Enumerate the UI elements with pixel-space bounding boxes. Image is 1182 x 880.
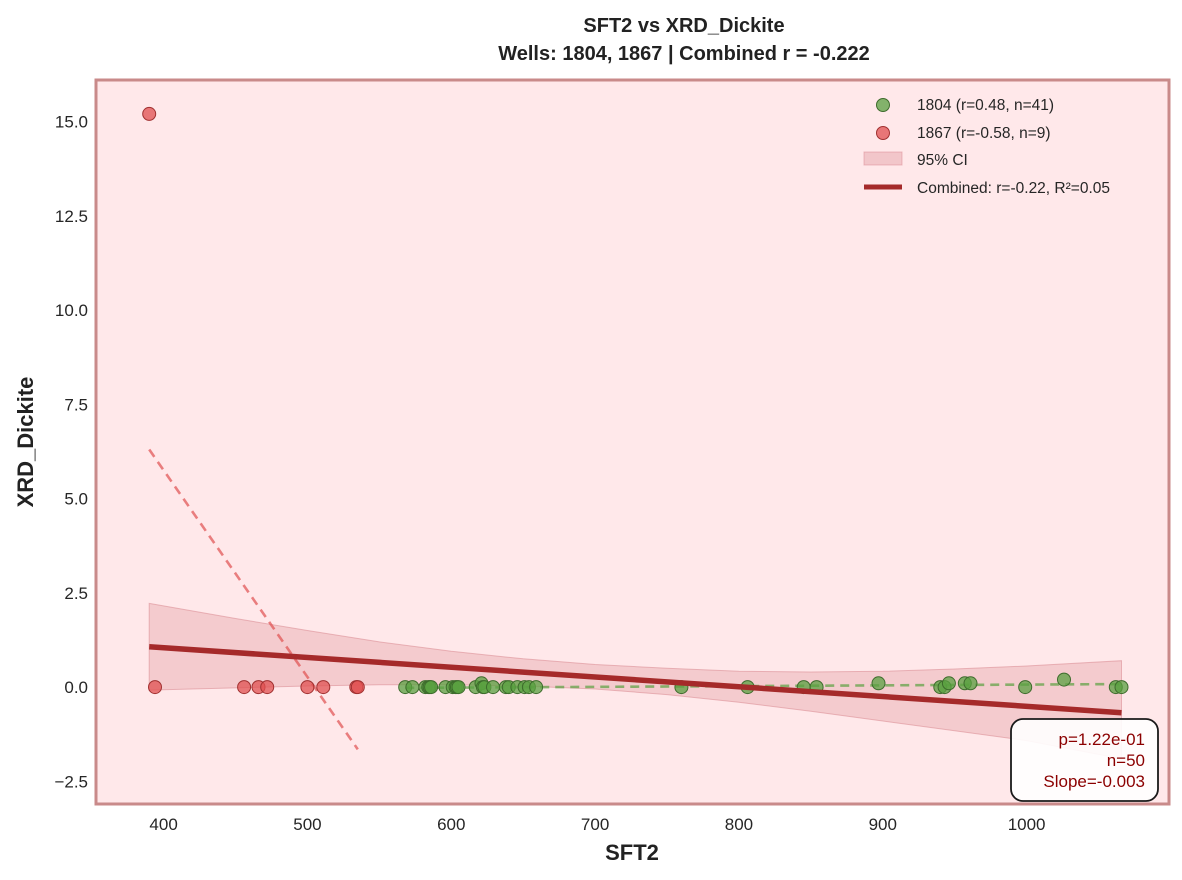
point-1867 xyxy=(142,106,157,121)
stats-box-frame xyxy=(1010,718,1159,802)
point-1867 xyxy=(148,680,162,695)
y-tick-label: 15.0 xyxy=(55,112,88,131)
x-tick-label: 900 xyxy=(869,815,897,834)
point-1867 xyxy=(300,680,315,695)
point-1804 xyxy=(941,676,956,691)
x-axis-label: SFT2 xyxy=(605,840,659,865)
scatter-points-layer xyxy=(142,106,1129,695)
y-tick-label: 10.0 xyxy=(55,301,88,320)
combined-fit-line xyxy=(149,644,1122,716)
stats-slope: Slope=-0.003 xyxy=(1043,772,1145,791)
point-1804 xyxy=(1057,672,1071,687)
x-axis-ticks: 400 500 600 700 800 900 1000 xyxy=(149,815,1045,834)
y-tick-label: 2.5 xyxy=(64,584,88,603)
fit-line-1867 xyxy=(148,448,359,751)
fit-lines-layer xyxy=(148,448,1122,751)
legend-label-combined: Combined: r=-0.22, R²=0.05 xyxy=(917,180,1110,197)
point-1804 xyxy=(1018,680,1033,695)
x-tick-label: 500 xyxy=(293,815,321,834)
point-1867 xyxy=(316,680,331,695)
point-1804 xyxy=(451,680,466,695)
legend-label-ci: 95% CI xyxy=(917,152,968,169)
stats-n: n=50 xyxy=(1107,751,1145,770)
y-tick-label: 5.0 xyxy=(64,490,88,509)
plot-area xyxy=(96,80,1169,804)
legend-marker-ci xyxy=(863,151,903,166)
chart-subtitle: Wells: 1804, 1867 | Combined r = -0.222 xyxy=(498,43,870,65)
x-tick-label: 400 xyxy=(149,815,177,834)
point-1867 xyxy=(350,680,365,695)
x-tick-label: 800 xyxy=(725,815,753,834)
y-axis-label: XRD_Dickite xyxy=(13,377,38,508)
chart-title: SFT2 vs XRD_Dickite xyxy=(583,15,784,37)
y-axis-ticks: −2.5 0.0 2.5 5.0 7.5 10.0 12.5 15.0 xyxy=(54,112,88,791)
y-tick-label: 7.5 xyxy=(64,395,88,414)
legend-marker-1867 xyxy=(876,126,890,140)
legend-marker-1804 xyxy=(876,98,890,112)
x-tick-label: 700 xyxy=(581,815,609,834)
point-1867 xyxy=(237,680,252,695)
point-1804 xyxy=(486,680,500,695)
point-1804 xyxy=(424,680,439,695)
stats-box: p=1.22e-01 n=50 Slope=-0.003 xyxy=(1010,718,1159,802)
point-1804 xyxy=(871,676,886,691)
y-tick-label: 0.0 xyxy=(64,678,88,697)
legend: 1804 (r=0.48, n=41) 1867 (r=-0.58, n=9) … xyxy=(863,97,1110,197)
point-1804 xyxy=(1114,680,1129,695)
x-tick-label: 1000 xyxy=(1008,815,1046,834)
y-tick-label: 12.5 xyxy=(55,207,88,226)
legend-label-1804: 1804 (r=0.48, n=41) xyxy=(917,97,1054,114)
stats-p-value: p=1.22e-01 xyxy=(1059,730,1146,749)
point-1804 xyxy=(405,680,420,695)
combined-fit-layer xyxy=(149,644,1122,716)
legend-label-1867: 1867 (r=-0.58, n=9) xyxy=(917,125,1051,142)
point-1804 xyxy=(529,680,544,695)
y-tick-label: −2.5 xyxy=(54,772,88,791)
plot-frame xyxy=(94,78,1171,806)
point-1804 xyxy=(963,676,978,691)
point-1867 xyxy=(260,680,275,695)
x-tick-label: 600 xyxy=(437,815,465,834)
